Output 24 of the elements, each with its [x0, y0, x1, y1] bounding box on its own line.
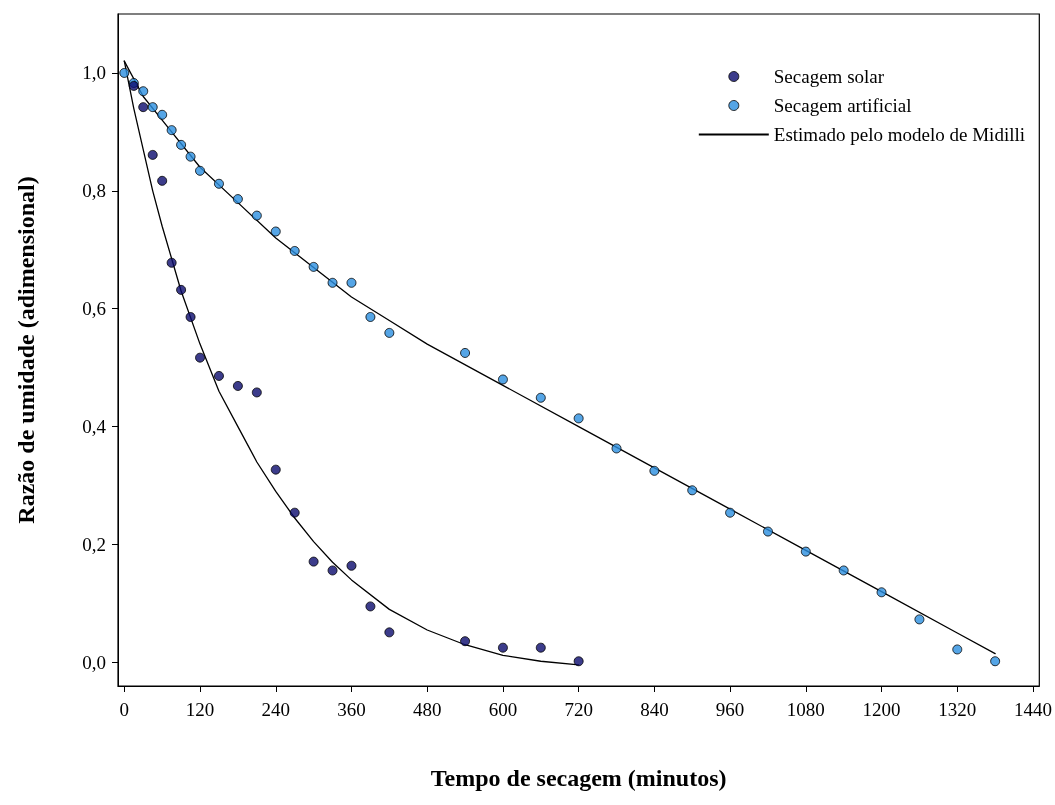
x-axis-title: Tempo de secagem (minutos)	[430, 765, 727, 791]
legend-label: Secagem solar	[773, 66, 885, 87]
y-tick-label: 0,2	[82, 534, 106, 556]
y-tick-label: 0,0	[82, 651, 106, 673]
x-tick-label: 240	[261, 699, 291, 720]
x-tick-label: 1440	[1014, 699, 1052, 720]
legend-label: Secagem artificial	[773, 95, 912, 116]
x-tick-label: 480	[412, 699, 442, 720]
legend-label: Estimado pelo modelo de Midilli	[773, 124, 1026, 145]
x-tick-label: 1080	[786, 699, 825, 720]
y-tick-label: 1,0	[82, 62, 106, 84]
x-tick-label: 1200	[862, 699, 901, 720]
x-tick-label: 600	[488, 699, 518, 720]
x-tick-label: 840	[640, 699, 669, 720]
y-tick-label: 0,8	[82, 180, 106, 202]
x-tick-label: 0	[119, 699, 130, 720]
x-tick-label: 120	[185, 699, 215, 720]
x-tick-label: 1320	[938, 699, 977, 720]
y-tick-label: 0,4	[82, 416, 107, 438]
x-tick-label: 720	[564, 699, 593, 720]
x-tick-label: 960	[715, 699, 745, 720]
y-tick-label: 0,6	[82, 298, 106, 320]
x-tick-label: 360	[337, 699, 366, 720]
y-axis-title: Razão de umidade (adimensional)	[13, 176, 39, 524]
